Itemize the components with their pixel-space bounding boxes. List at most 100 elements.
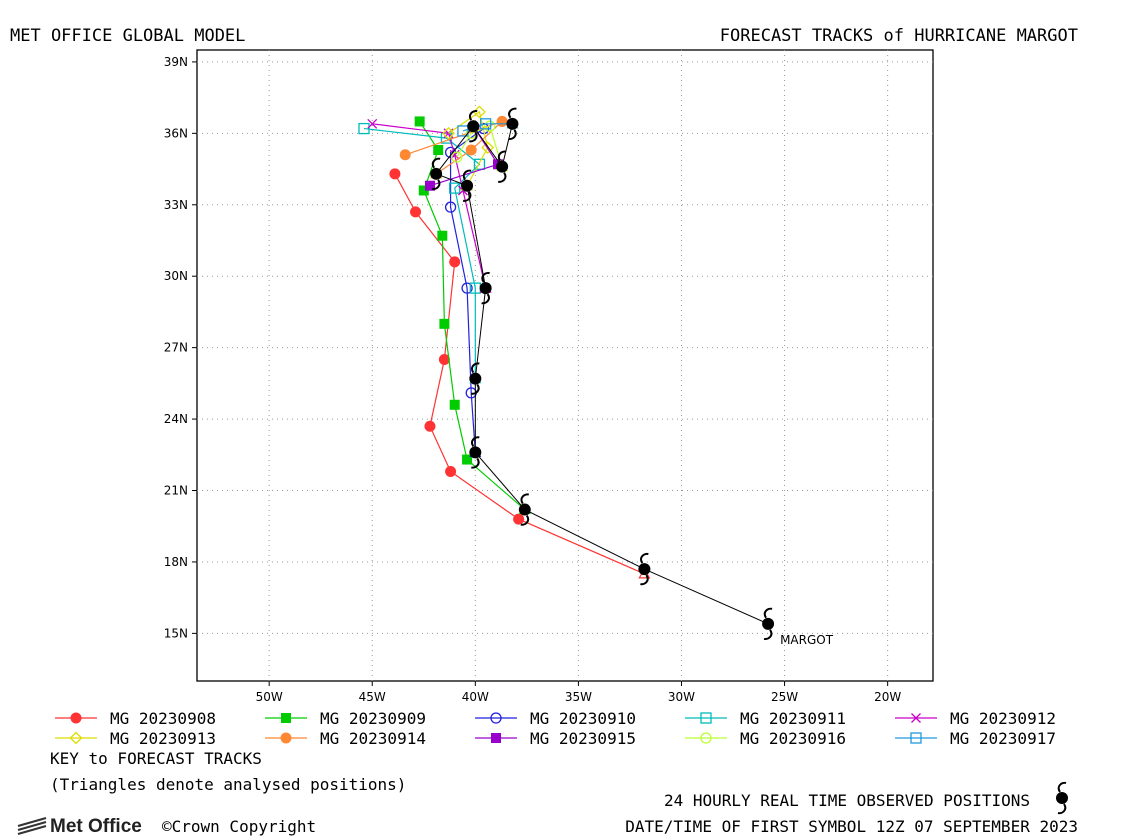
legend-swatch-marker [700,732,712,744]
legend-label: MG 20230917 [950,729,1056,748]
y-tick-label: 36N [164,126,188,140]
first-symbol-datetime: DATE/TIME OF FIRST SYMBOL 12Z 07 SEPTEMB… [625,817,1078,836]
forecast-point [461,282,473,294]
copyright-text: ©Crown Copyright [162,817,316,836]
forecast-point [367,118,378,129]
forecast-point [439,318,450,329]
forecast-point [449,399,460,410]
legend-item-7: MG 20230914 [265,729,426,748]
legend-swatch-marker [69,731,83,745]
observed-positions-label: 24 HOURLY REAL TIME OBSERVED POSITIONS [664,791,1030,810]
forecast-point [465,144,477,156]
legend-item-5: MG 20230912 [895,709,1056,728]
hurricane-eye [469,372,482,385]
legend-swatch-marker [280,732,292,744]
hurricane-arm [462,169,472,181]
legend-item-1: MG 20230908 [55,709,216,728]
x-tick-label: 40W [462,690,489,704]
hurricane-arm [471,436,480,447]
hurricane-arm [469,131,478,143]
legend-swatch-marker [70,712,82,724]
hurricane-arm [471,384,480,395]
track-line [448,110,489,187]
hurricane-arm [520,493,530,505]
legend-item-2: MG 20230909 [265,709,426,728]
legend-label: MG 20230914 [320,729,426,748]
legend-label: MG 20230915 [530,729,636,748]
forecast-point [496,115,508,127]
hurricane-arm [468,110,478,121]
legend-item-10: MG 20230917 [895,729,1056,748]
hurricane-arm [431,157,441,169]
observed-position-icon [467,110,480,143]
hurricane-arm [471,457,480,469]
track-line [394,173,645,575]
observed-hurricane-icon [1056,781,1068,815]
plot-frame [196,49,934,682]
forecast-point [473,158,486,170]
forecast-point [442,126,455,140]
y-tick-label: 15N [164,626,188,640]
forecast-point [445,465,457,477]
observed-position-icon [469,436,482,469]
hurricane-arm [481,271,490,283]
forecast-track-1 [389,168,651,579]
x-tick-label: 45W [359,690,386,704]
observed-position-icon [430,157,443,190]
y-tick-label: 30N [164,269,188,283]
y-tick-label: 39N [164,55,188,69]
forecast-point [410,206,422,218]
x-tick-label: 50W [256,690,283,704]
legend-label: MG 20230910 [530,709,636,728]
hurricane-arm [497,150,507,162]
hurricane-eye [479,282,492,295]
legend-label: MG 20230908 [110,709,216,728]
model-title: MET OFFICE GLOBAL MODEL [10,26,245,46]
observed-position-icon [638,552,651,586]
plot-area: 50W 45W 40W 35W 30W 25W 20W 15N 18N 21N 24N 27N 30N 3… [164,49,934,704]
forecast-point [449,256,461,268]
legend-item-8: MG 20230915 [475,729,636,748]
legend-item-9: MG 20230916 [685,729,846,748]
hurricane-arm [763,629,773,640]
legend-key-title: KEY to FORECAST TRACKS [50,749,262,768]
track-line [363,127,481,379]
observed-position-icon [469,362,482,395]
hurricane-arm [462,191,472,202]
hurricane-arm [508,129,517,140]
hurricane-arm [640,552,649,564]
legend: MG 20230908 MG 20230909 MG 20230910 MG 2023… [55,709,1056,748]
y-tick-label: 27N [164,341,188,355]
legend-swatch-marker [491,733,501,743]
y-tick-label: 21N [164,484,188,498]
forecast-point [433,145,444,156]
legend-item-4: MG 20230911 [685,709,846,728]
hurricane-eye [506,117,519,130]
y-tick-label: 18N [164,555,188,569]
hurricane-arm [497,172,507,183]
y-tick-label: 24N [164,412,188,426]
forecast-point [444,201,457,213]
legend-item-3: MG 20230910 [475,709,636,728]
hurricane-arm [508,107,517,119]
track-line [405,120,503,175]
legend-label: MG 20230916 [740,729,846,748]
hurricane-arm [763,607,773,619]
forecast-point [484,120,496,132]
forecast-point [479,118,492,130]
legend-item-6: MG 20230913 [55,729,216,748]
y-tick-label: 33N [164,198,188,212]
observed-position-icon [479,271,492,305]
forecast-point [462,454,473,465]
met-office-logo-text: Met Office [50,816,142,837]
forecast-point [451,151,463,163]
forecast-point [513,513,525,525]
x-tick-label: 25W [771,690,798,704]
forecast-point [389,168,401,180]
track-line [419,121,526,511]
x-tick-label: 20W [874,690,901,704]
hurricane-arm [520,515,530,526]
hurricane-eye [518,503,531,516]
forecast-point [438,354,450,366]
x-tick-label: 35W [565,690,592,704]
